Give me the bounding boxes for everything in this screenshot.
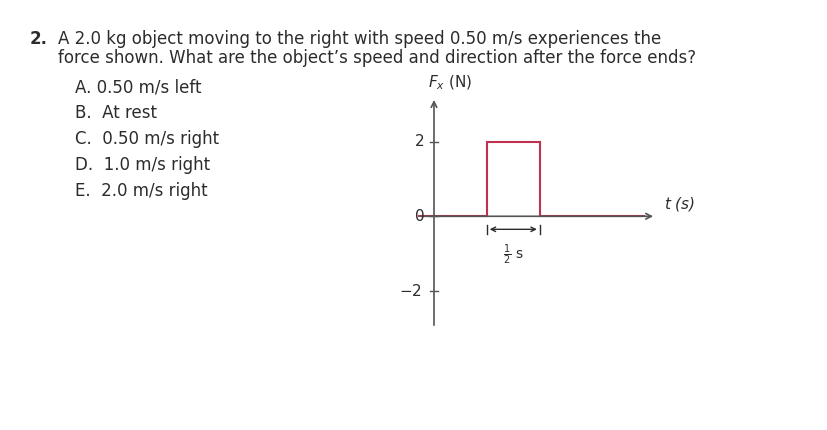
Text: B.  At rest: B. At rest xyxy=(75,104,157,122)
Text: C.  0.50 m/s right: C. 0.50 m/s right xyxy=(75,130,219,148)
Text: 2.: 2. xyxy=(30,30,48,48)
Text: $t$ (s): $t$ (s) xyxy=(663,195,694,213)
Text: $F_x$ (N): $F_x$ (N) xyxy=(427,73,471,92)
Text: A. 0.50 m/s left: A. 0.50 m/s left xyxy=(75,78,201,96)
Text: $-2$: $-2$ xyxy=(399,283,422,299)
Text: $\frac{1}{2}$ s: $\frac{1}{2}$ s xyxy=(502,243,523,267)
Text: E.  2.0 m/s right: E. 2.0 m/s right xyxy=(75,182,208,200)
Text: D.  1.0 m/s right: D. 1.0 m/s right xyxy=(75,156,210,174)
Text: 0: 0 xyxy=(414,209,424,224)
Text: force shown. What are the object’s speed and direction after the force ends?: force shown. What are the object’s speed… xyxy=(58,49,696,67)
Text: A 2.0 kg object moving to the right with speed 0.50 m/s experiences the: A 2.0 kg object moving to the right with… xyxy=(58,30,661,48)
Text: 2: 2 xyxy=(414,134,424,149)
